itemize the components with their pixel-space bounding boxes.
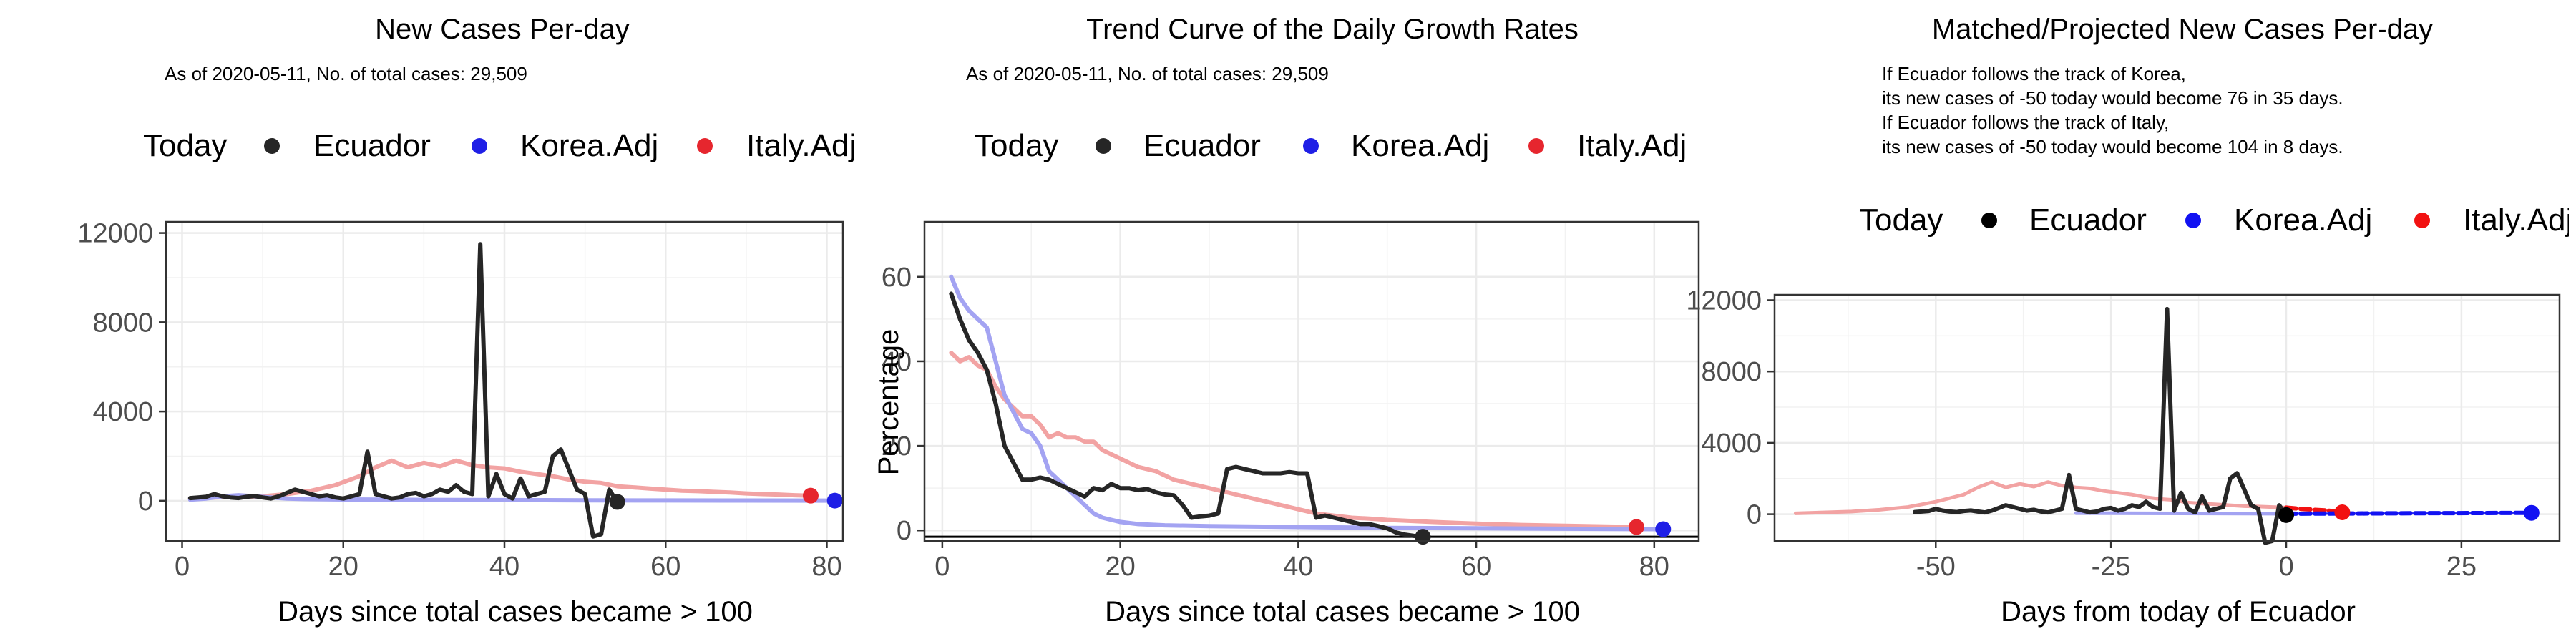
legend-marker-ecuador	[1981, 213, 1997, 228]
legend-label-italy: Italy.Adj	[746, 128, 856, 163]
legend-marker-italy	[697, 138, 713, 154]
x-tick-label: 0	[935, 552, 950, 582]
x-tick-label: 60	[650, 552, 680, 582]
chart-subtitle-line: its new cases of -50 today would become …	[1882, 87, 2343, 109]
today-marker	[1415, 529, 1431, 545]
legend-title: Today	[143, 128, 227, 163]
x-tick-label: 0	[2278, 552, 2293, 582]
today-marker	[1628, 519, 1644, 535]
panel-border	[1773, 293, 2561, 542]
today-marker	[2523, 504, 2540, 521]
x-tick-label: -50	[1916, 552, 1956, 582]
series-line-korea-adj-matched	[2074, 511, 2288, 516]
today-marker	[2334, 504, 2351, 521]
legend: Today Ecuador Korea.Adj Italy.Adj	[975, 128, 1687, 163]
legend-marker-ecuador	[264, 138, 280, 154]
series-line-korea-adj	[949, 274, 1666, 532]
legend-label-korea: Korea.Adj	[1351, 128, 1489, 163]
chart-subtitle-line: If Ecuador follows the track of Italy,	[1882, 112, 2169, 133]
x-tick-label: -25	[2092, 552, 2131, 582]
y-tick-label: 8000	[1701, 357, 1762, 387]
chart-subtitle-line: As of 2020-05-11, No. of total cases: 29…	[966, 63, 1329, 84]
legend: Today Ecuador Korea.Adj Italy.Adj	[1859, 203, 2572, 238]
series-line-ecuador	[187, 242, 620, 539]
y-tick-label: 4000	[1701, 429, 1762, 459]
plot-area: 0 20 40 60 80 0 20 40 60	[882, 220, 1700, 582]
legend-marker-ecuador	[1096, 138, 1111, 154]
legend-label-italy: Italy.Adj	[2463, 203, 2572, 238]
series-line-italy-adj-matched	[1793, 480, 2288, 515]
legend-marker-korea	[2185, 213, 2201, 228]
x-tick-label: 20	[328, 552, 358, 582]
x-axis-label: Days since total cases became > 100	[278, 596, 753, 628]
legend-title: Today	[975, 128, 1058, 163]
today-marker	[609, 494, 625, 510]
today-marker	[2278, 507, 2295, 523]
y-tick-label: 0	[1747, 500, 1762, 530]
panel-growth-rates: Trend Curve of the Daily Growth Rates As…	[873, 14, 1700, 628]
plot-area: 0 20 40 60 80 0 4000 8000 12000	[77, 219, 844, 582]
legend-marker-italy	[2414, 213, 2430, 228]
legend-marker-korea	[1303, 138, 1319, 154]
y-axis-label: Percentage	[873, 329, 904, 476]
chart-subtitle-line: If Ecuador follows the track of Korea,	[1882, 63, 2186, 84]
series-line-italy-adj-projected	[2284, 505, 2345, 514]
chart-title: Trend Curve of the Daily Growth Rates	[1086, 14, 1579, 45]
legend-marker-italy	[1528, 138, 1544, 154]
chart-title: Matched/Projected New Cases Per-day	[1932, 14, 2433, 45]
legend: Today Ecuador Korea.Adj Italy.Adj	[143, 128, 856, 163]
legend-marker-korea	[472, 138, 487, 154]
legend-title: Today	[1859, 203, 1943, 238]
series-line-italy-adj	[187, 458, 813, 501]
y-tick-label: 8000	[92, 308, 153, 338]
series-line-korea-adj-projected	[2284, 510, 2534, 516]
legend-clip-mask	[859, 122, 887, 172]
x-tick-label: 20	[1105, 552, 1135, 582]
x-tick-label: 25	[2446, 552, 2477, 582]
x-tick-label: 0	[175, 552, 190, 582]
series-line-italy-adj	[949, 351, 1639, 530]
panel-border	[923, 220, 1700, 542]
chart-subtitle-line: its new cases of -50 today would become …	[1882, 136, 2343, 157]
today-marker	[826, 492, 843, 509]
legend-label-ecuador: Ecuador	[313, 128, 431, 163]
y-tick-label: 0	[897, 516, 912, 546]
legend-label-ecuador: Ecuador	[2029, 203, 2147, 238]
chart-title: New Cases Per-day	[375, 14, 630, 45]
panel-projected: Matched/Projected New Cases Per-day If E…	[1686, 14, 2572, 628]
y-tick-label: 40	[882, 347, 912, 377]
panel-new-cases: New Cases Per-day As of 2020-05-11, No. …	[77, 14, 856, 628]
chart-subtitle-line: As of 2020-05-11, No. of total cases: 29…	[165, 63, 527, 84]
today-marker	[1655, 521, 1672, 537]
legend-label-korea: Korea.Adj	[2234, 203, 2372, 238]
series-line-ecuador	[1912, 306, 2288, 545]
legend-label-italy: Italy.Adj	[1577, 128, 1687, 163]
legend-label-korea: Korea.Adj	[520, 128, 658, 163]
x-tick-label: 80	[811, 552, 841, 582]
y-tick-label: 0	[138, 487, 153, 517]
x-tick-label: 80	[1639, 552, 1669, 582]
today-marker	[802, 487, 819, 504]
plot-area: -50 -25 0 25 0 4000 8000 12000	[1686, 286, 2561, 582]
y-tick-label: 60	[882, 263, 912, 293]
y-tick-label: 12000	[77, 219, 153, 249]
x-tick-label: 40	[489, 552, 519, 582]
x-axis-label: Days since total cases became > 100	[1105, 596, 1580, 628]
legend-label-ecuador: Ecuador	[1143, 128, 1261, 163]
y-tick-label: 20	[882, 431, 912, 462]
legend-clip-mask	[2569, 193, 2576, 250]
x-tick-label: 60	[1461, 552, 1491, 582]
y-tick-label: 12000	[1686, 286, 1762, 316]
series-line-ecuador	[949, 291, 1425, 540]
x-tick-label: 40	[1283, 552, 1313, 582]
y-tick-label: 4000	[92, 397, 153, 427]
x-axis-label: Days from today of Ecuador	[2001, 596, 2356, 628]
